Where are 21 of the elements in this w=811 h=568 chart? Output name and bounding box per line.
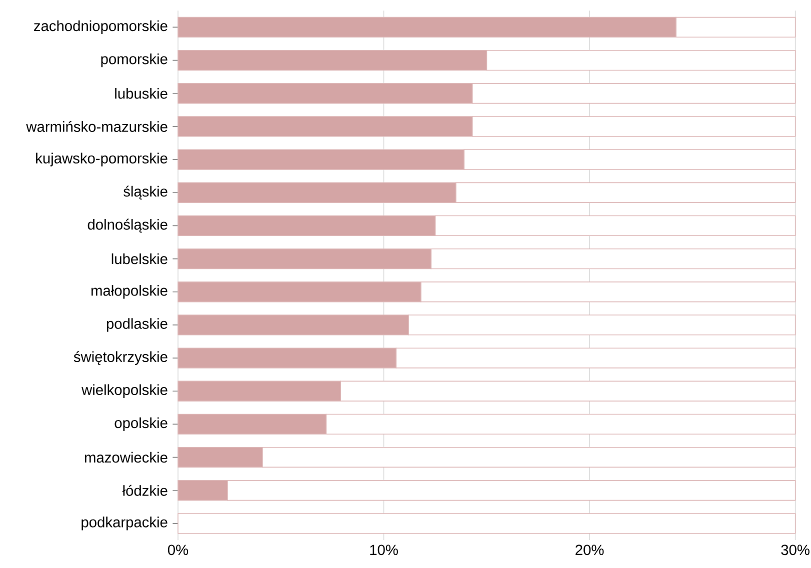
y-tick-label: dolnośląskie xyxy=(88,218,168,233)
x-tick-label: 20% xyxy=(576,544,604,556)
y-tick-label: zachodniopomorskie xyxy=(34,20,168,34)
y-tick-label: łódzkie xyxy=(122,484,168,496)
x-tick-label: 30% xyxy=(781,544,810,556)
y-tick-label: świętokrzyskie xyxy=(74,351,168,365)
x-tick-label: 0% xyxy=(168,544,188,556)
y-tick-label: mazowieckie xyxy=(84,452,168,463)
bar xyxy=(178,513,796,534)
y-tick-label: lubuskie xyxy=(115,88,168,99)
y-tick-label: opolskie xyxy=(114,417,168,432)
y-tick-label: pomorskie xyxy=(101,53,168,68)
y-tick-label: kujawsko-pomorskie xyxy=(36,152,168,166)
y-tick-label: lubelskie xyxy=(112,253,168,264)
y-tick-label: wielkopolskie xyxy=(82,384,168,398)
y-tick-label: małopolskie xyxy=(92,285,168,299)
y-tick-label: śląskie xyxy=(124,186,168,200)
y-tick-label: warmińsko-mazurskie xyxy=(26,121,168,132)
x-tick-label: 10% xyxy=(370,544,398,556)
y-tick-label: podkarpackie xyxy=(82,516,168,530)
y-tick-label: podlaskie xyxy=(106,318,168,332)
